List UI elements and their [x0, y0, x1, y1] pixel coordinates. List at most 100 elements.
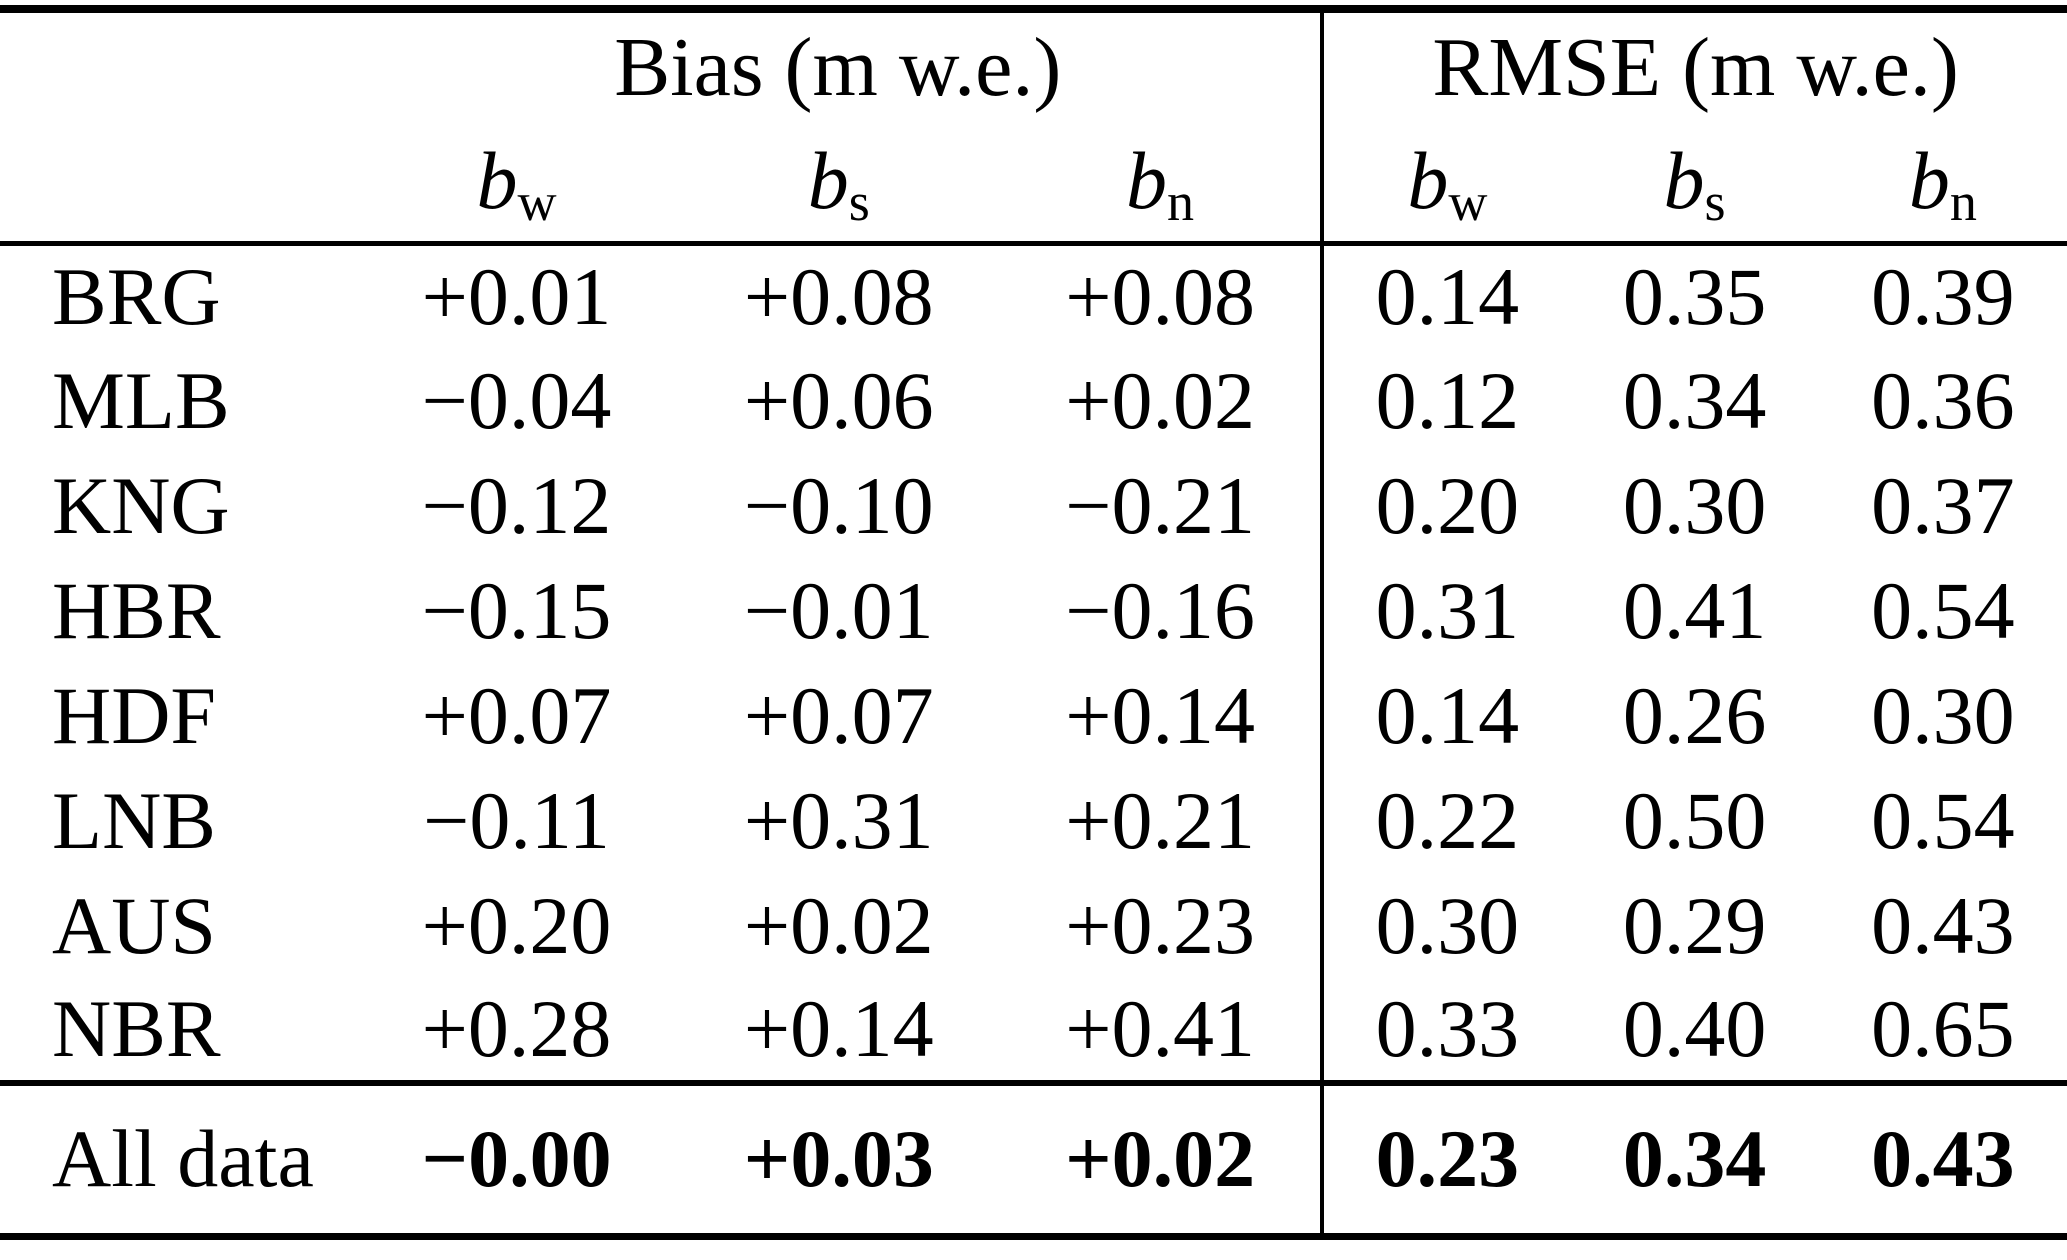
rmse-value: 0.20: [1320, 453, 1571, 558]
bias-value: +0.02: [1065, 354, 1255, 446]
bias-value: +0.14: [743, 983, 934, 1074]
b-symbol: b: [1908, 134, 1950, 226]
b-symbol: b: [476, 134, 518, 226]
bias-value: +0.14: [1065, 669, 1255, 761]
b-subscript-n: n: [1949, 171, 1977, 232]
summary-row: All data −0.00 +0.03 +0.02 0.23 0.34 0.4…: [0, 1083, 2067, 1236]
rmse-value: 0.30: [1622, 459, 1767, 551]
row-label: NBR: [52, 983, 221, 1074]
row-label: AUS: [52, 879, 217, 971]
table-body: BRG +0.01 +0.08 +0.08 0.14 0.35 0.39 MLB…: [0, 243, 2067, 1083]
row-label: MLB: [52, 354, 230, 446]
table-row: NBR +0.28 +0.14 +0.41 0.33 0.40 0.65: [0, 978, 2067, 1083]
bias-value: +0.07: [421, 669, 612, 761]
rmse-value: 0.31: [1320, 558, 1571, 663]
bias-value: −0.15: [421, 564, 612, 656]
rmse-value: 0.36: [1871, 354, 2015, 446]
rmse-value: 0.26: [1622, 669, 1767, 761]
bias-summary-value: −0.00: [421, 1113, 612, 1205]
col-header-bias-bw: bw: [355, 121, 677, 243]
rmse-summary-value: 0.43: [1871, 1113, 2015, 1205]
b-subscript-s: s: [848, 171, 870, 232]
table-row: BRG +0.01 +0.08 +0.08 0.14 0.35 0.39: [0, 243, 2067, 348]
row-label: BRG: [52, 250, 221, 342]
b-symbol: b: [1126, 134, 1168, 226]
rmse-value: 0.41: [1622, 564, 1767, 656]
row-label: HBR: [52, 564, 221, 656]
rmse-summary-value: 0.34: [1622, 1113, 1767, 1205]
rmse-value: 0.40: [1622, 983, 1767, 1074]
table-header: Bias (m w.e.) RMSE (m w.e.) bw bs bn bw …: [0, 9, 2067, 243]
row-label: LNB: [52, 774, 216, 866]
table-row: HDF +0.07 +0.07 +0.14 0.14 0.26 0.30: [0, 663, 2067, 768]
rmse-value: 0.29: [1622, 879, 1767, 971]
b-symbol: b: [1407, 134, 1449, 226]
rmse-value: 0.34: [1622, 354, 1767, 446]
b-subscript-s: s: [1704, 171, 1726, 232]
rmse-value: 0.54: [1871, 564, 2015, 656]
table-summary: All data −0.00 +0.03 +0.02 0.23 0.34 0.4…: [0, 1083, 2067, 1236]
bias-summary-value: +0.03: [743, 1113, 934, 1205]
col-header-rmse-bn: bn: [1819, 121, 2067, 243]
bias-value: −0.10: [743, 459, 934, 551]
rmse-summary-value: 0.23: [1320, 1083, 1571, 1236]
rmse-value: 0.39: [1871, 250, 2015, 342]
rmse-value: 0.33: [1320, 978, 1571, 1083]
group-header-bias: Bias (m w.e.): [614, 20, 1062, 114]
bias-value: +0.23: [1065, 879, 1255, 971]
bias-value: +0.01: [421, 250, 612, 342]
bias-value: +0.20: [421, 879, 612, 971]
col-header-rmse-bs: bs: [1570, 121, 1818, 243]
b-subscript-w: w: [1448, 171, 1488, 232]
rmse-value: 0.22: [1320, 768, 1571, 873]
rmse-value: 0.30: [1320, 873, 1571, 978]
rmse-value: 0.54: [1871, 774, 2015, 866]
row-label: HDF: [52, 669, 217, 761]
rmse-value: 0.14: [1320, 663, 1571, 768]
bias-value: +0.08: [1065, 250, 1255, 342]
bias-value: −0.11: [423, 774, 610, 866]
bias-value: −0.04: [421, 354, 612, 446]
bias-value: −0.01: [743, 564, 934, 656]
rmse-value: 0.65: [1871, 983, 2015, 1074]
table-row: KNG −0.12 −0.10 −0.21 0.20 0.30 0.37: [0, 453, 2067, 558]
b-symbol: b: [807, 134, 849, 226]
bias-value: +0.41: [1065, 983, 1255, 1074]
table-row: HBR −0.15 −0.01 −0.16 0.31 0.41 0.54: [0, 558, 2067, 663]
rmse-value: 0.14: [1320, 243, 1571, 348]
bias-summary-value: +0.02: [1064, 1113, 1256, 1205]
bias-value: +0.02: [743, 879, 934, 971]
table-row: LNB −0.11 +0.31 +0.21 0.22 0.50 0.54: [0, 768, 2067, 873]
bias-value: +0.08: [743, 250, 934, 342]
col-header-bias-bn: bn: [1000, 121, 1322, 243]
col-header-bias-bs: bs: [678, 121, 1000, 243]
rmse-value: 0.43: [1871, 879, 2015, 971]
group-header-row: Bias (m w.e.) RMSE (m w.e.): [0, 9, 2067, 121]
table-row: AUS +0.20 +0.02 +0.23 0.30 0.29 0.43: [0, 873, 2067, 978]
bias-value: +0.21: [1065, 774, 1255, 866]
bias-value: +0.06: [743, 354, 934, 446]
col-header-rmse-bw: bw: [1320, 121, 1571, 243]
row-label: KNG: [52, 459, 230, 551]
bias-value: −0.16: [1065, 564, 1255, 656]
bias-value: +0.07: [743, 669, 934, 761]
group-header-rmse: RMSE (m w.e.): [1320, 9, 2067, 121]
sub-header-row: bw bs bn bw bs bn: [0, 121, 2067, 243]
b-subscript-n: n: [1167, 171, 1195, 232]
summary-label: All data: [52, 1113, 314, 1205]
rmse-value: 0.35: [1622, 250, 1767, 342]
corner-cell: [0, 9, 355, 121]
bias-value: +0.28: [421, 983, 612, 1074]
bias-rmse-table: Bias (m w.e.) RMSE (m w.e.) bw bs bn bw …: [0, 5, 2067, 1240]
b-symbol: b: [1663, 134, 1705, 226]
bias-value: +0.31: [743, 774, 934, 866]
rmse-value: 0.30: [1871, 669, 2015, 761]
corner-cell: [0, 121, 355, 243]
table-row: MLB −0.04 +0.06 +0.02 0.12 0.34 0.36: [0, 348, 2067, 453]
b-subscript-w: w: [517, 171, 557, 232]
rmse-value: 0.37: [1871, 459, 2015, 551]
bias-value: −0.21: [1065, 459, 1255, 551]
bias-value: −0.12: [421, 459, 612, 551]
rmse-value: 0.50: [1622, 774, 1767, 866]
rmse-value: 0.12: [1320, 348, 1571, 453]
